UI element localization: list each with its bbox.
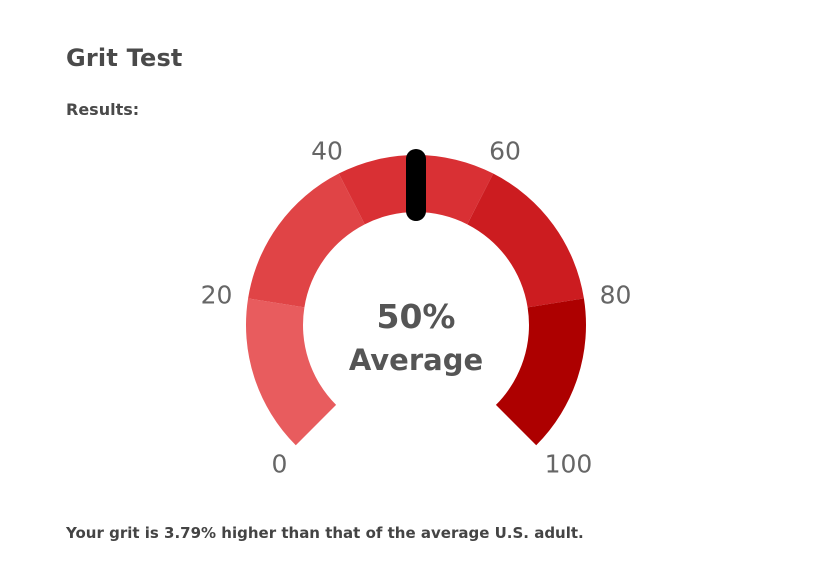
gauge-category-text: Average (349, 343, 483, 377)
results-label: Results: (66, 100, 140, 119)
gauge-band-1 (246, 298, 337, 446)
gauge-tick-label: 0 (272, 450, 288, 479)
gauge-value-text: 50% (377, 297, 456, 336)
gauge-needle (406, 149, 426, 221)
gauge-tick-label: 60 (489, 136, 521, 165)
gauge-bands (246, 154, 587, 446)
page-title: Grit Test (66, 44, 183, 72)
gauge-tick-label: 100 (545, 450, 593, 479)
gauge-tick-labels: 0 20 40 60 80 100 (201, 136, 632, 478)
gauge-band-2 (248, 173, 365, 308)
gauge-band-5 (495, 298, 587, 446)
gauge-tick-label: 20 (201, 280, 233, 309)
gauge-band-4 (467, 173, 584, 308)
gauge-tick-label: 80 (600, 280, 632, 309)
gauge-tick-label: 40 (311, 136, 343, 165)
grit-summary: Your grit is 3.79% higher than that of t… (66, 524, 584, 542)
